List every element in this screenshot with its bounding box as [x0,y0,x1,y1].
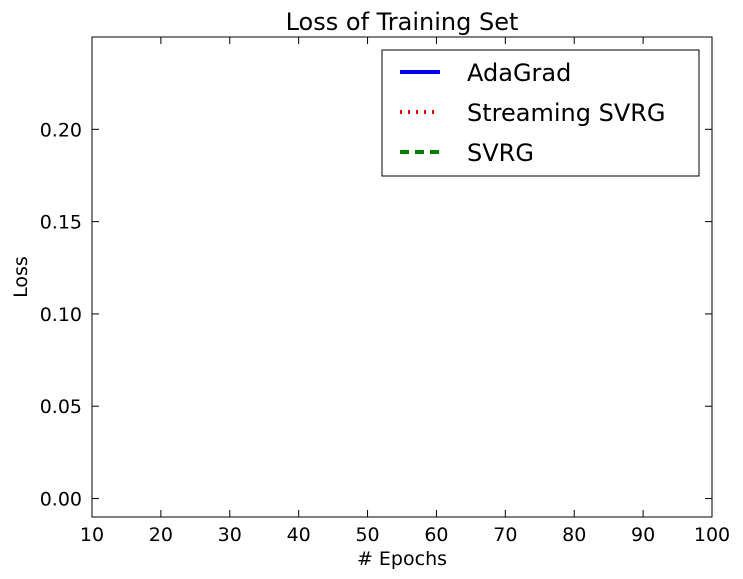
legend-label: SVRG [467,139,534,167]
y-tick-label: 0.15 [40,212,82,234]
y-tick-label: 0.20 [40,119,82,141]
legend: AdaGrad Streaming SVRG SVRG [381,49,700,177]
legend-label: AdaGrad [467,59,571,87]
x-tick-label: 80 [562,524,586,546]
x-tick-label: 20 [149,524,173,546]
chart-title: Loss of Training Set [286,8,519,36]
x-tick-label: 40 [287,524,311,546]
x-tick-label: 100 [694,524,730,546]
x-tick-label: 90 [631,524,655,546]
axis-ticks: 10 20 30 40 50 60 70 80 90 100 0.00 0.05 0.10 0.15 0.2… [40,37,730,546]
x-tick-label: 70 [493,524,517,546]
plot-area [91,36,713,518]
x-tick-label: 60 [424,524,448,546]
y-axis-label: Loss [10,256,32,298]
y-tick-label: 0.10 [40,304,82,326]
x-tick-label: 10 [80,524,104,546]
legend-label: Streaming SVRG [467,99,666,127]
x-tick-label: 30 [218,524,242,546]
y-tick-label: 0.00 [40,489,82,511]
x-tick-label: 50 [355,524,379,546]
y-tick-label: 0.05 [40,396,82,418]
x-axis-label: # Epochs [357,548,447,570]
